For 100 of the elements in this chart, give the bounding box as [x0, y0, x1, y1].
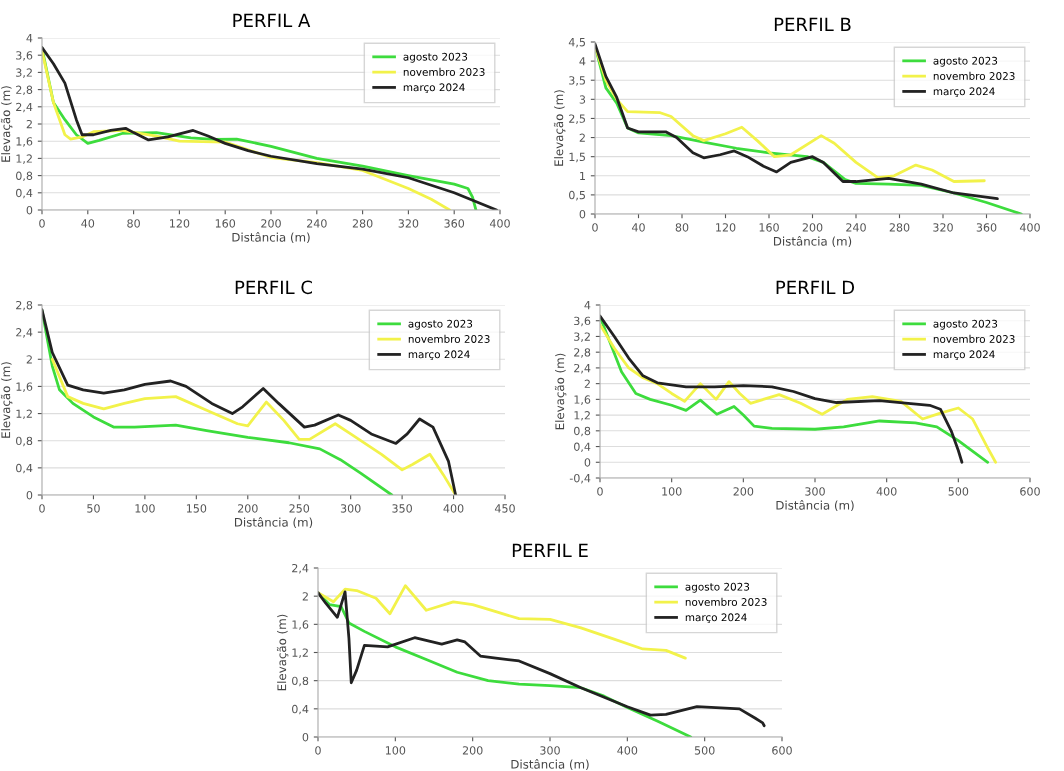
x-tick-label: 240: [307, 219, 327, 228]
y-tick-label: 0,4: [574, 442, 591, 453]
x-tick-label: 200: [261, 219, 281, 228]
y-tick-label: 3,2: [16, 68, 32, 78]
y-axis-title: Elevação (m): [276, 614, 289, 691]
y-tick-label: 2: [584, 379, 590, 388]
x-tick-label: 400: [876, 487, 897, 496]
x-tick-label: 0: [315, 746, 321, 755]
x-tick-label: 100: [385, 746, 406, 755]
x-tick-label: 400: [489, 219, 510, 228]
y-tick-label: 1,2: [292, 648, 308, 659]
y-tick-label: 2: [302, 592, 308, 601]
y-tick-label: 3,2: [574, 332, 590, 342]
y-tick-label: 2: [26, 355, 32, 364]
x-tick-label: 40: [631, 223, 645, 232]
y-tick-label: 0,5: [569, 190, 585, 201]
x-tick-label: 360: [444, 219, 465, 228]
chart-title: PERFIL A: [233, 13, 311, 27]
legend-label: agosto 2023: [933, 56, 998, 67]
y-tick-label: -0,4: [569, 473, 591, 484]
x-tick-label: 120: [170, 219, 190, 228]
legend-label: novembro 2023: [408, 334, 490, 343]
x-tick-label: 200: [733, 487, 754, 496]
legend-label: março 2024: [933, 350, 995, 361]
x-tick-label: 400: [617, 746, 638, 755]
x-tick-label: 600: [1020, 487, 1040, 496]
y-tick-label: 2: [579, 133, 585, 142]
y-tick-label: 0,4: [292, 704, 309, 715]
y-tick-label: 1,5: [569, 152, 585, 163]
y-axis-title: Elevação (m): [0, 86, 13, 162]
x-tick-label: 280: [352, 219, 373, 228]
x-tick-label: 300: [340, 504, 361, 513]
y-tick-label: 0: [26, 205, 33, 215]
y-tick-label: 0: [579, 209, 586, 219]
x-tick-label: 240: [846, 223, 866, 232]
y-tick-label: 0,8: [292, 676, 309, 687]
x-tick-label: 0: [39, 219, 45, 228]
y-tick-label: 0,8: [574, 426, 591, 437]
x-tick-label: 0: [592, 223, 598, 232]
legend-label: agosto 2023: [403, 52, 468, 63]
y-tick-label: 2: [26, 119, 32, 129]
x-tick-label: 120: [716, 223, 736, 232]
x-tick-label: 400: [443, 504, 464, 513]
x-tick-label: 450: [494, 504, 515, 513]
y-axis-title: Elevação (m): [553, 90, 566, 166]
y-tick-label: 0,8: [16, 171, 33, 182]
legend-label: novembro 2023: [933, 71, 1015, 80]
x-tick-label: 280: [889, 223, 910, 232]
y-axis-title: Elevação (m): [0, 362, 13, 438]
legend-label: agosto 2023: [933, 319, 998, 330]
y-tick-label: 2,8: [574, 348, 591, 358]
legend-label: novembro 2023: [403, 67, 485, 76]
y-axis-title: Elevação (m): [554, 353, 567, 430]
y-tick-label: 3,6: [16, 51, 33, 61]
y-tick-label: 3: [579, 95, 586, 104]
x-tick-label: 300: [540, 746, 560, 755]
x-tick-label: 80: [127, 219, 140, 228]
y-tick-label: 0,4: [16, 463, 33, 474]
x-tick-label: 200: [462, 746, 483, 755]
x-tick-label: 500: [694, 746, 715, 755]
x-tick-label: 150: [186, 504, 207, 513]
y-tick-label: 3,5: [569, 76, 585, 86]
x-axis-title: Distância (m): [776, 500, 854, 512]
y-tick-label: 4,5: [568, 38, 585, 48]
x-tick-label: 300: [805, 487, 825, 496]
chart-title: PERFIL E: [512, 543, 588, 557]
y-tick-label: 1,6: [292, 620, 309, 630]
x-tick-label: 50: [87, 504, 100, 513]
y-tick-label: 0,4: [16, 188, 33, 199]
x-tick-label: 200: [802, 223, 823, 232]
y-tick-label: 1,6: [574, 395, 591, 405]
x-tick-label: 360: [976, 223, 997, 232]
x-tick-label: 320: [398, 219, 419, 228]
x-tick-label: 160: [759, 223, 779, 232]
y-tick-label: 2,4: [16, 102, 33, 113]
y-tick-label: 1,2: [16, 154, 32, 164]
y-tick-label: 4: [584, 301, 591, 310]
x-tick-label: 500: [948, 487, 969, 496]
x-tick-label: 40: [81, 219, 95, 228]
y-tick-label: 2,8: [16, 300, 33, 311]
legend-label: março 2024: [408, 350, 470, 361]
x-tick-label: 250: [289, 504, 310, 513]
x-tick-label: 0: [39, 504, 45, 513]
x-tick-label: 160: [215, 219, 236, 228]
legend-label: março 2024: [685, 613, 747, 624]
y-tick-label: 2,4: [292, 563, 309, 574]
y-tick-label: 0,8: [16, 436, 33, 447]
legend-label: agosto 2023: [685, 582, 750, 593]
x-tick-label: 80: [675, 223, 689, 232]
legend-label: março 2024: [933, 87, 995, 98]
y-tick-label: 4: [26, 34, 33, 43]
y-tick-label: 0: [584, 458, 591, 467]
legend-label: novembro 2023: [933, 334, 1015, 343]
line-series: [318, 584, 687, 660]
y-tick-label: 1,6: [16, 382, 33, 392]
y-tick-label: 2,4: [574, 363, 591, 374]
y-tick-label: 1,2: [574, 411, 590, 421]
x-axis-title: Distância (m): [511, 759, 589, 771]
x-tick-label: 100: [135, 504, 155, 513]
chart-title: PERFIL B: [774, 17, 851, 31]
